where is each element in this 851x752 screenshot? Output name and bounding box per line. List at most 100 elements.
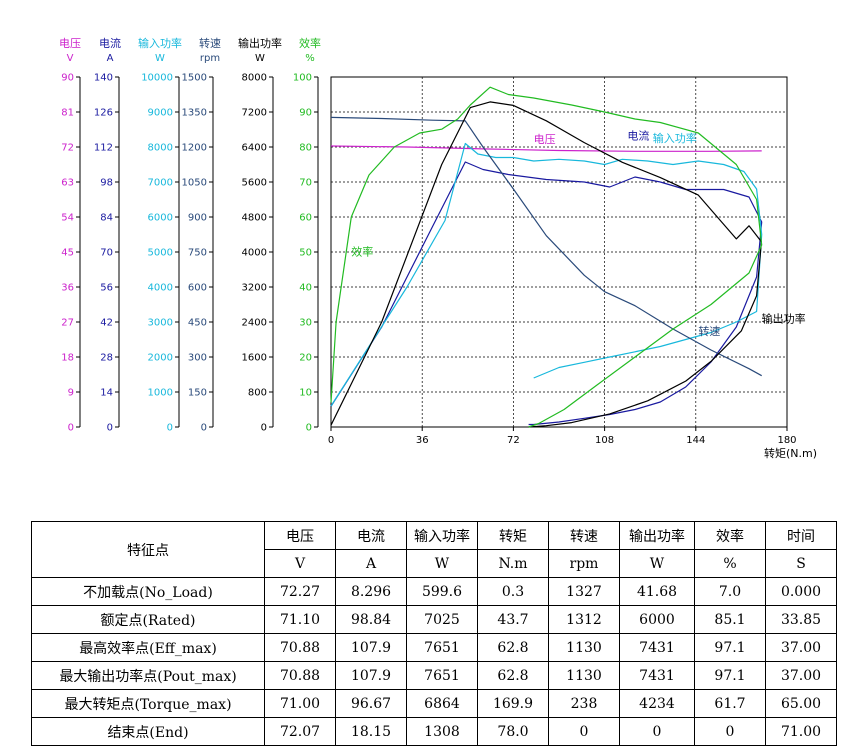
- y-tick-label: 14: [100, 388, 113, 399]
- y-tick-label: 112: [94, 143, 113, 154]
- y-tick-label: 450: [188, 318, 207, 329]
- table-cell: 1308: [406, 717, 478, 746]
- table-cell: 37.00: [765, 661, 837, 690]
- series-line: [330, 145, 762, 152]
- row-label: 最大转矩点(Torque_max): [31, 689, 265, 718]
- y-tick-label: 1000: [148, 388, 173, 399]
- y-tick-label: 7200: [242, 108, 267, 119]
- row-label: 结束点(End): [31, 717, 265, 746]
- table-cell: 107.9: [335, 661, 407, 690]
- y-tick-label: 1600: [242, 353, 267, 364]
- y-axis-unit: V: [67, 53, 74, 64]
- table-cell: 6000: [619, 605, 695, 634]
- table-cell: 70.88: [264, 633, 336, 662]
- row-label: 最高效率点(Eff_max): [31, 633, 265, 662]
- characteristic-points-table: 特征点 电压 电流 输入功率 转矩 转速 输出功率 效率 时间 V A W N.…: [31, 521, 837, 746]
- table-cell: 8.296: [335, 577, 407, 606]
- y-tick-label: 50: [299, 248, 312, 259]
- col-unit: W: [406, 549, 478, 578]
- table-cell: 1130: [548, 661, 620, 690]
- y-tick-label: 1350: [182, 108, 207, 119]
- table-cell: 72.07: [264, 717, 336, 746]
- y-tick-label: 5000: [148, 248, 173, 259]
- y-tick-label: 300: [188, 353, 207, 364]
- y-tick-label: 0: [68, 423, 74, 434]
- row-label: 额定点(Rated): [31, 605, 265, 634]
- table-cell: 4234: [619, 689, 695, 718]
- table-cell: 7431: [619, 633, 695, 662]
- table-cell: 7651: [406, 633, 478, 662]
- table-cell: 18.15: [335, 717, 407, 746]
- y-tick-label: 4800: [242, 213, 267, 224]
- table-row: 最大转矩点(Torque_max) 71.00 96.67 6864 169.9…: [31, 689, 837, 718]
- y-tick-label: 45: [61, 248, 74, 259]
- table-cell: 70.88: [264, 661, 336, 690]
- table-cell: 1312: [548, 605, 620, 634]
- table-cell: 62.8: [477, 633, 549, 662]
- table-row: 最大输出功率点(Pout_max) 70.88 107.9 7651 62.8 …: [31, 661, 837, 690]
- y-tick-label: 3000: [148, 318, 173, 329]
- y-tick-label: 81: [61, 108, 74, 119]
- series-label: 输出功率: [762, 311, 806, 325]
- y-tick-label: 0: [167, 423, 173, 434]
- y-tick-label: 0: [107, 423, 113, 434]
- y-tick-label: 2000: [148, 353, 173, 364]
- table-cell: 78.0: [477, 717, 549, 746]
- y-tick-label: 126: [94, 108, 113, 119]
- y-tick-label: 27: [61, 318, 74, 329]
- y-tick-label: 800: [248, 388, 267, 399]
- y-tick-label: 750: [188, 248, 207, 259]
- y-tick-label: 6400: [242, 143, 267, 154]
- y-tick-label: 84: [100, 213, 113, 224]
- y-axis-unit: W: [155, 53, 165, 64]
- table-cell: 0.3: [477, 577, 549, 606]
- y-tick-label: 90: [61, 73, 74, 84]
- y-axis-unit: A: [107, 53, 114, 64]
- y-tick-label: 9: [68, 388, 74, 399]
- y-tick-label: 100: [293, 73, 312, 84]
- y-axis-title: 效率: [299, 36, 321, 50]
- row-label: 最大输出功率点(Pout_max): [31, 661, 265, 690]
- y-tick-label: 10000: [141, 73, 173, 84]
- y-axis-unit: rpm: [200, 53, 220, 64]
- y-axes: 电压 V 0 9 18 27 36 45 54 63 72 81 90 电流 A 0 14 28 42 56 70 84 9…: [59, 36, 321, 434]
- y-tick-label: 98: [100, 178, 113, 189]
- table-cell: 1327: [548, 577, 620, 606]
- series-label: 效率: [351, 245, 373, 259]
- y-tick-label: 42: [100, 318, 113, 329]
- x-tick-label: 0: [328, 435, 334, 446]
- y-axis-unit: W: [255, 53, 265, 64]
- y-tick-label: 900: [188, 213, 207, 224]
- series-line: [330, 86, 763, 428]
- col-unit: %: [694, 549, 766, 578]
- row-label: 不加载点(No_Load): [31, 577, 265, 606]
- y-tick-label: 60: [299, 213, 312, 224]
- y-tick-label: 150: [188, 388, 207, 399]
- y-tick-label: 56: [100, 283, 113, 294]
- series-line: [330, 116, 762, 377]
- table-cell: 0: [548, 717, 620, 746]
- col-unit: W: [619, 549, 695, 578]
- y-axis-title: 转速: [199, 36, 221, 50]
- table-cell: 6864: [406, 689, 478, 718]
- series-label: 电压: [534, 133, 556, 146]
- series-label: 输入功率: [653, 131, 697, 145]
- table-cell: 85.1: [694, 605, 766, 634]
- y-tick-label: 140: [94, 73, 113, 84]
- y-axis-title: 电流: [99, 36, 121, 50]
- y-tick-label: 20: [299, 353, 312, 364]
- table-cell: 98.84: [335, 605, 407, 634]
- y-tick-label: 63: [61, 178, 74, 189]
- y-tick-label: 0: [261, 423, 267, 434]
- col-unit: rpm: [548, 549, 620, 578]
- table-cell: 7025: [406, 605, 478, 634]
- series-label: 电流: [627, 129, 649, 143]
- y-axis: 转速 rpm 0 150 300 450 600 750 900 1050 1200 1350 1500: [182, 36, 221, 434]
- y-axis: 电压 V 0 9 18 27 36 45 54 63 72 81 90: [59, 37, 81, 434]
- y-tick-label: 30: [299, 318, 312, 329]
- table-cell: 0: [694, 717, 766, 746]
- y-tick-label: 4000: [148, 283, 173, 294]
- table-cell: 71.00: [264, 689, 336, 718]
- table-cell: 238: [548, 689, 620, 718]
